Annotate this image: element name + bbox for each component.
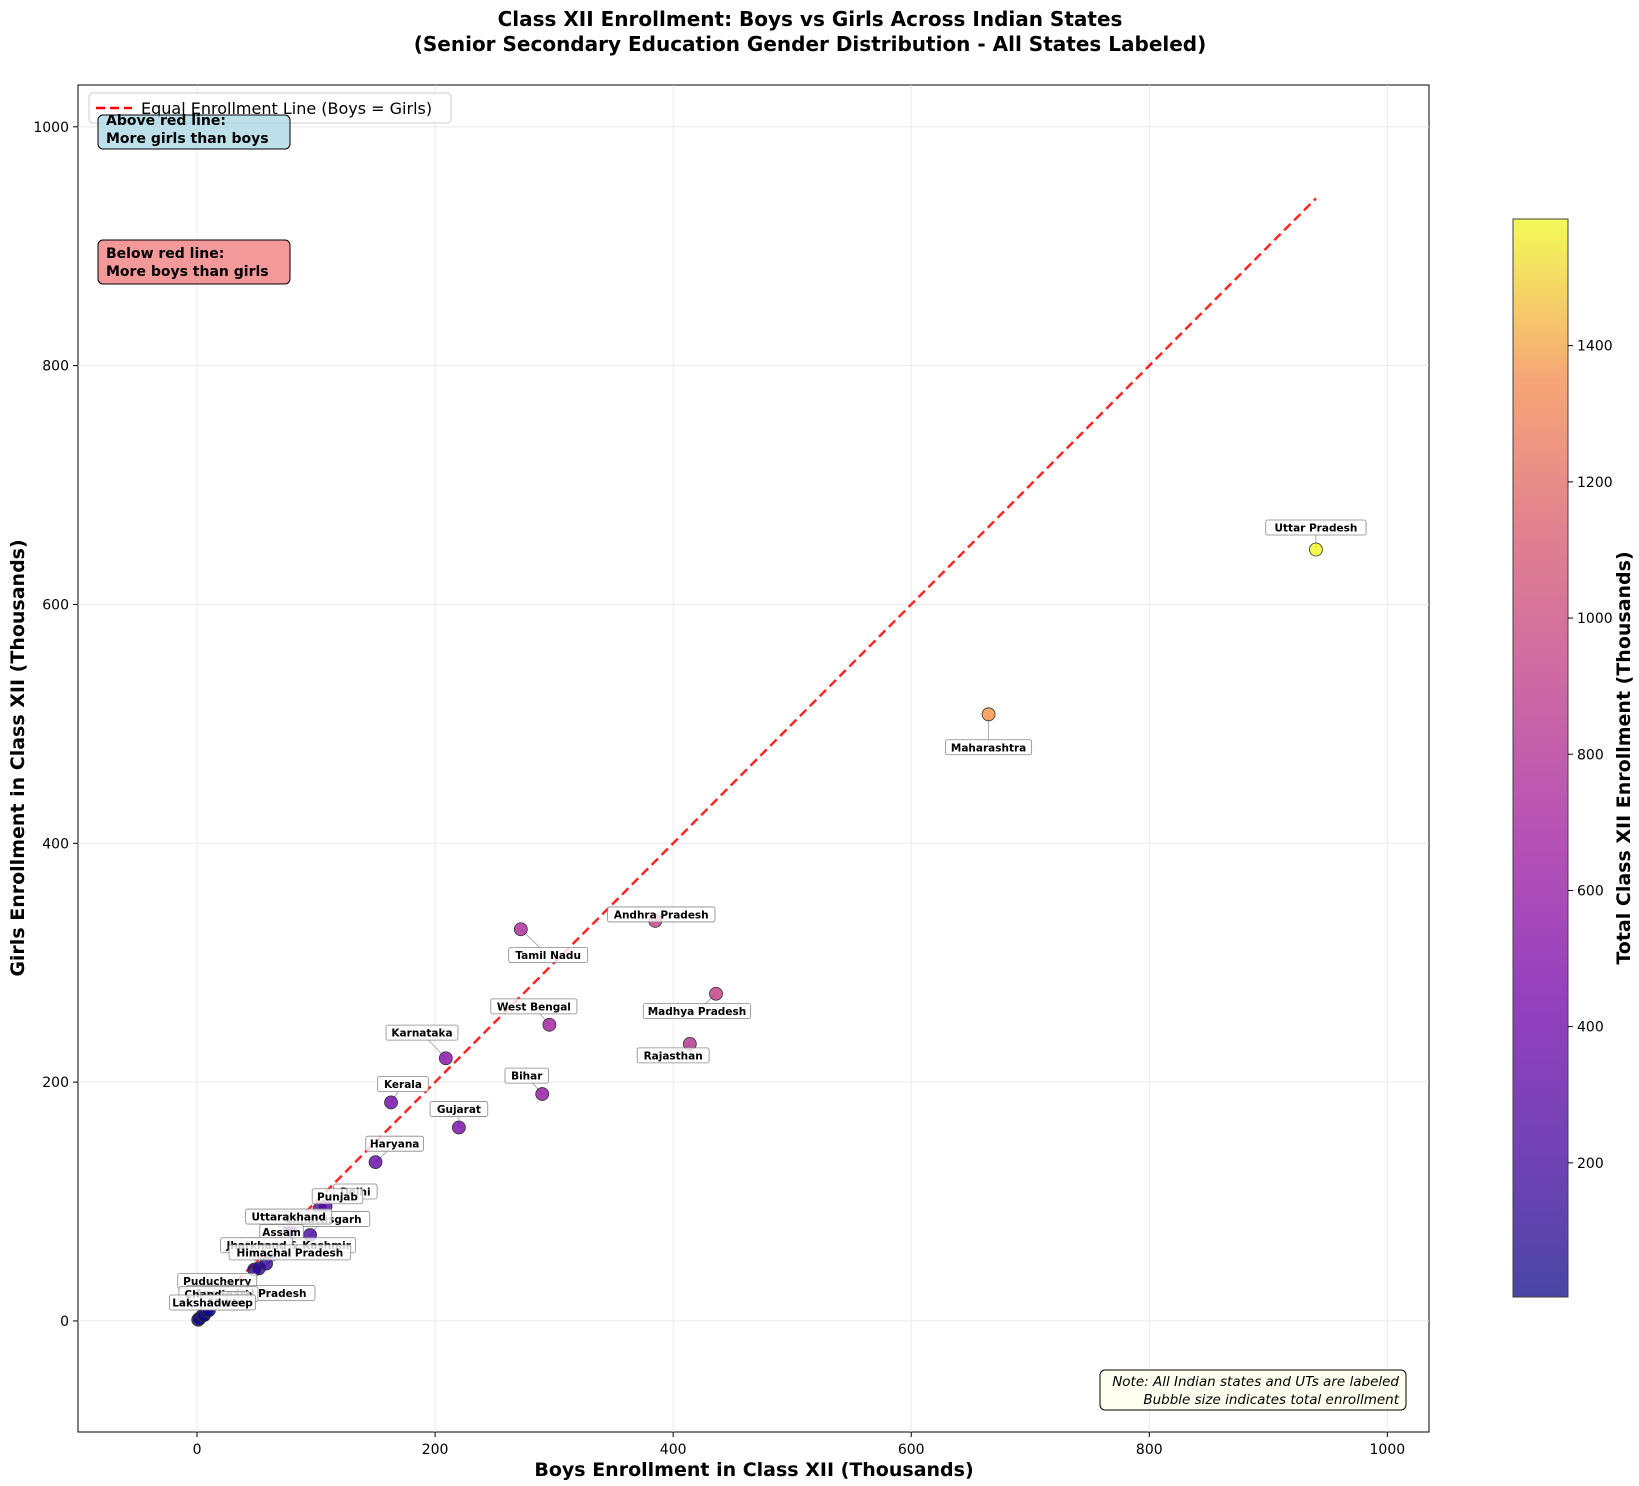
y-tick-label: 200	[42, 1075, 69, 1091]
grid-lines	[78, 85, 1429, 1432]
state-label-box	[490, 998, 578, 1015]
y-tick-label: 1000	[33, 120, 69, 136]
state-label: Rajasthan	[644, 1050, 703, 1062]
colorbar	[1512, 218, 1569, 1298]
state-label-box	[245, 1208, 333, 1225]
x-tick-label: 200	[422, 1442, 449, 1458]
x-axis-ticks: 0 200 400 600 800 1000	[193, 1432, 1406, 1458]
state-label-box	[385, 1024, 459, 1041]
y-tick-label: 0	[60, 1314, 69, 1330]
state-label: Gujarat	[437, 1104, 481, 1116]
chart-title: Class XII Enrollment: Boys vs Girls Acro…	[498, 7, 1123, 31]
colorbar-tick-label: 1000	[1577, 611, 1613, 627]
state-label: Andhra Pradesh	[614, 909, 709, 921]
state-label: Bihar	[511, 1071, 543, 1083]
state-label: Uttar Pradesh	[1275, 523, 1358, 535]
state-label: Uttarakhand	[251, 1212, 325, 1224]
y-axis-ticks: 0 200 400 600 800 1000	[33, 120, 78, 1330]
state-label-box	[607, 906, 716, 923]
colorbar-tick-label: 600	[1577, 883, 1604, 899]
y-axis-label: Girls Enrollment in Class XII (Thousands…	[7, 539, 29, 976]
y-tick-label: 600	[42, 597, 69, 613]
svg-text:Note: All Indian states and UT: Note: All Indian states and UTs are labe…	[1112, 1374, 1400, 1408]
annotation-below-line: Below red line: More boys than girls	[97, 239, 291, 285]
data-point	[513, 922, 528, 937]
state-label: Punjab	[317, 1191, 358, 1203]
annotation-line: Above red line:	[106, 113, 226, 129]
x-tick-label: 1000	[1370, 1442, 1406, 1458]
svg-text:Below red line:More boys than: Below red line: More boys than girls	[106, 246, 269, 280]
state-label: West Bengal	[497, 1001, 571, 1013]
state-label-box	[429, 1101, 489, 1117]
annotation-line: Note: All Indian states and UTs are labe…	[1112, 1374, 1399, 1390]
colorbar-tick-label: 200	[1577, 1156, 1604, 1172]
state-label-box	[1265, 519, 1367, 536]
data-point	[384, 1095, 398, 1110]
state-label: Maharashtra	[951, 742, 1026, 754]
annotation-line: More girls than boys	[106, 131, 269, 147]
state-label: Kerala	[384, 1079, 422, 1091]
colorbar-tick-label: 1200	[1577, 475, 1613, 491]
plot-area	[77, 84, 1430, 1433]
state-label-box	[642, 1003, 752, 1020]
chart-subtitle: (Senior Secondary Education Gender Distr…	[414, 32, 1207, 56]
state-label-box	[504, 1067, 549, 1084]
state-label-box	[169, 1294, 256, 1311]
x-tick-label: 800	[1136, 1442, 1163, 1458]
colorbar-label: Total Class XII Enrollment (Thousands)	[1613, 551, 1635, 964]
state-label-box	[377, 1076, 429, 1092]
data-point	[535, 1087, 550, 1101]
equal-enrollment-line	[196, 197, 1317, 1322]
annotation-above-line: Above red line: More girls than boys	[97, 113, 291, 150]
state-label: Karnataka	[391, 1028, 452, 1040]
data-point	[1309, 542, 1323, 557]
colorbar-ticks: 200 400 600 800 1000 1200 1400	[1568, 339, 1613, 1172]
annotation-note: Note: All Indian states and UTs are labe…	[1099, 1369, 1407, 1411]
x-tick-label: 600	[898, 1442, 925, 1458]
state-label: Lakshadweep	[172, 1298, 253, 1310]
legend-entry-equal-line: Equal Enrollment Line (Boys = Girls)	[141, 99, 432, 118]
state-label: Haryana	[370, 1139, 420, 1151]
annotation-line: Below red line:	[106, 246, 224, 262]
state-label-box	[228, 1244, 352, 1261]
data-point	[368, 1155, 383, 1170]
state-label: Puducherry	[183, 1276, 251, 1288]
colorbar-tick-label: 800	[1577, 747, 1604, 763]
data-point	[542, 1017, 557, 1032]
state-label: Madhya Pradesh	[648, 1006, 746, 1018]
state-label-box	[945, 739, 1033, 756]
state-label-box	[636, 1047, 710, 1064]
annotation-line: More boys than girls	[106, 264, 269, 280]
x-tick-label: 0	[193, 1442, 202, 1458]
colorbar-tick-label: 400	[1577, 1020, 1604, 1036]
data-point	[438, 1051, 453, 1066]
state-labels: Uttar Pradesh Maharashtra Andhra Pradesh Ta…	[169, 519, 1367, 1311]
data-point	[981, 707, 996, 722]
colorbar-tick-label: 1400	[1577, 339, 1613, 355]
state-label: Tamil Nadu	[515, 950, 581, 962]
annotation-line: Bubble size indicates total enrollment	[1143, 1392, 1399, 1408]
state-label: Himachal Pradesh	[236, 1247, 343, 1259]
state-label-box	[311, 1188, 364, 1205]
data-point	[709, 986, 723, 1001]
state-label-box	[365, 1135, 424, 1152]
data-point	[451, 1120, 466, 1135]
state-label: Assam	[262, 1227, 301, 1239]
x-tick-label: 400	[660, 1442, 687, 1458]
state-label-box	[508, 947, 589, 963]
x-axis-label: Boys Enrollment in Class XII (Thousands)	[534, 1459, 973, 1481]
y-tick-label: 400	[42, 836, 69, 852]
svg-text:Above red line:More girls than: Above red line: More girls than boys	[106, 113, 269, 147]
y-tick-label: 800	[42, 359, 69, 375]
